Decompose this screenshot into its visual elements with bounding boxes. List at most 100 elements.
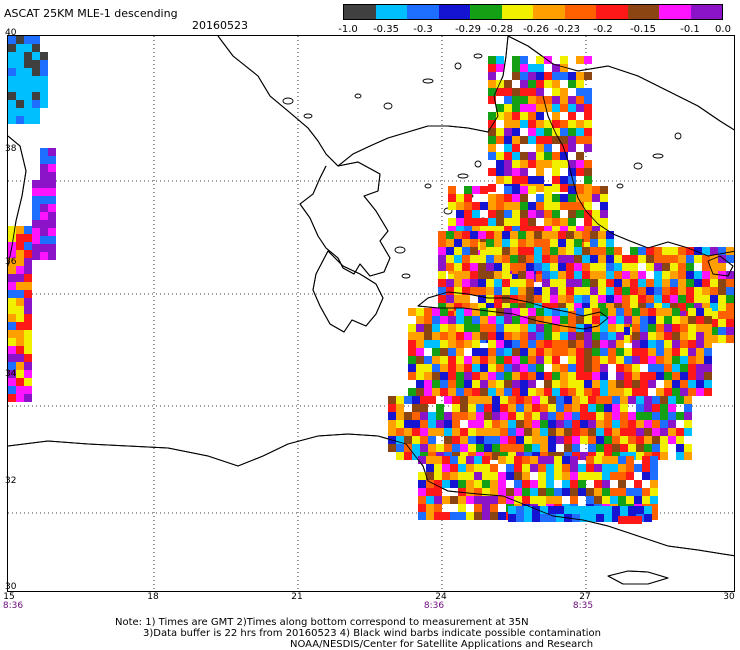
wind-cell — [536, 364, 544, 372]
wind-cell — [48, 212, 56, 220]
note-line-1: Note: 1) Times are GMT 2)Times along bot… — [115, 617, 529, 628]
wind-cell — [548, 412, 556, 420]
wind-cell — [48, 228, 56, 236]
wind-cell — [396, 452, 404, 460]
wind-cell — [622, 295, 630, 303]
coastline — [607, 570, 669, 585]
wind-cell — [614, 263, 622, 271]
wind-cell — [536, 64, 544, 72]
wind-cell — [512, 348, 520, 356]
wind-cell — [48, 164, 56, 172]
wind-cell — [648, 348, 656, 356]
wind-cell — [16, 100, 24, 108]
wind-cell — [488, 218, 496, 226]
wind-cell — [618, 488, 626, 496]
wind-cell — [524, 412, 532, 420]
wind-cell — [570, 456, 578, 464]
wind-cell — [418, 488, 426, 496]
wind-cell — [684, 444, 692, 452]
wind-cell — [512, 356, 520, 364]
wind-cell — [664, 380, 672, 388]
wind-cell — [596, 396, 604, 404]
map-canvas — [8, 36, 734, 591]
wind-cell — [512, 96, 520, 104]
wind-cell — [654, 295, 662, 303]
wind-cell — [518, 231, 526, 239]
wind-cell — [678, 295, 686, 303]
wind-cell — [488, 388, 496, 396]
wind-cell — [40, 172, 48, 180]
wind-cell — [544, 372, 552, 380]
wind-cell — [680, 388, 688, 396]
wind-cell — [418, 456, 426, 464]
wind-cell — [536, 72, 544, 80]
wind-cell — [616, 308, 624, 316]
wind-cell — [602, 496, 610, 504]
wind-cell — [672, 308, 680, 316]
wind-cell — [424, 388, 432, 396]
wind-cell — [24, 354, 32, 362]
wind-cell — [566, 311, 574, 319]
wind-cell — [468, 420, 476, 428]
wind-cell — [40, 60, 48, 68]
wind-cell — [488, 372, 496, 380]
wind-cell — [524, 514, 532, 522]
wind-cell — [8, 76, 16, 84]
wind-cell — [40, 228, 48, 236]
wind-cell — [24, 250, 32, 258]
wind-cell — [16, 314, 24, 322]
wind-cell — [584, 218, 592, 226]
wind-cell — [580, 412, 588, 420]
wind-cell — [710, 279, 718, 287]
wind-cell — [468, 396, 476, 404]
wind-cell — [726, 311, 734, 319]
wind-cell — [476, 396, 484, 404]
wind-cell — [464, 186, 472, 194]
wind-cell — [452, 412, 460, 420]
wind-cell — [660, 444, 668, 452]
wind-cell — [540, 444, 548, 452]
wind-cell — [438, 303, 446, 311]
wind-cell — [654, 271, 662, 279]
wind-cell — [580, 506, 588, 514]
wind-cell — [656, 364, 664, 372]
wind-cell — [528, 340, 536, 348]
wind-cell — [456, 332, 464, 340]
wind-cell — [688, 308, 696, 316]
wind-cell — [554, 472, 562, 480]
wind-cell — [448, 380, 456, 388]
wind-cell — [616, 388, 624, 396]
wind-cell — [514, 464, 522, 472]
wind-cell — [670, 247, 678, 255]
wind-cell — [418, 504, 426, 512]
wind-cell — [488, 144, 496, 152]
wind-cell — [576, 340, 584, 348]
wind-cell — [8, 354, 16, 362]
wind-cell — [602, 488, 610, 496]
wind-cell — [8, 44, 16, 52]
wind-cell — [580, 420, 588, 428]
lat-label-38: 38 — [5, 144, 17, 154]
wind-cell — [576, 332, 584, 340]
island-outline — [394, 246, 406, 254]
wind-cell — [404, 428, 412, 436]
wind-cell — [544, 80, 552, 88]
wind-cell — [542, 239, 550, 247]
wind-cell — [560, 104, 568, 112]
wind-cell — [404, 420, 412, 428]
wind-cell — [506, 496, 514, 504]
island-outline — [474, 160, 482, 168]
wind-cell — [488, 210, 496, 218]
wind-cell — [388, 420, 396, 428]
wind-cell — [16, 68, 24, 76]
wind-cell — [498, 496, 506, 504]
wind-cell — [440, 308, 448, 316]
wind-cell — [564, 420, 572, 428]
wind-cell — [420, 428, 428, 436]
wind-cell — [624, 348, 632, 356]
wind-cell — [544, 332, 552, 340]
wind-cell — [564, 506, 572, 514]
wind-cell — [512, 340, 520, 348]
wind-cell — [538, 496, 546, 504]
wind-cell — [576, 186, 584, 194]
